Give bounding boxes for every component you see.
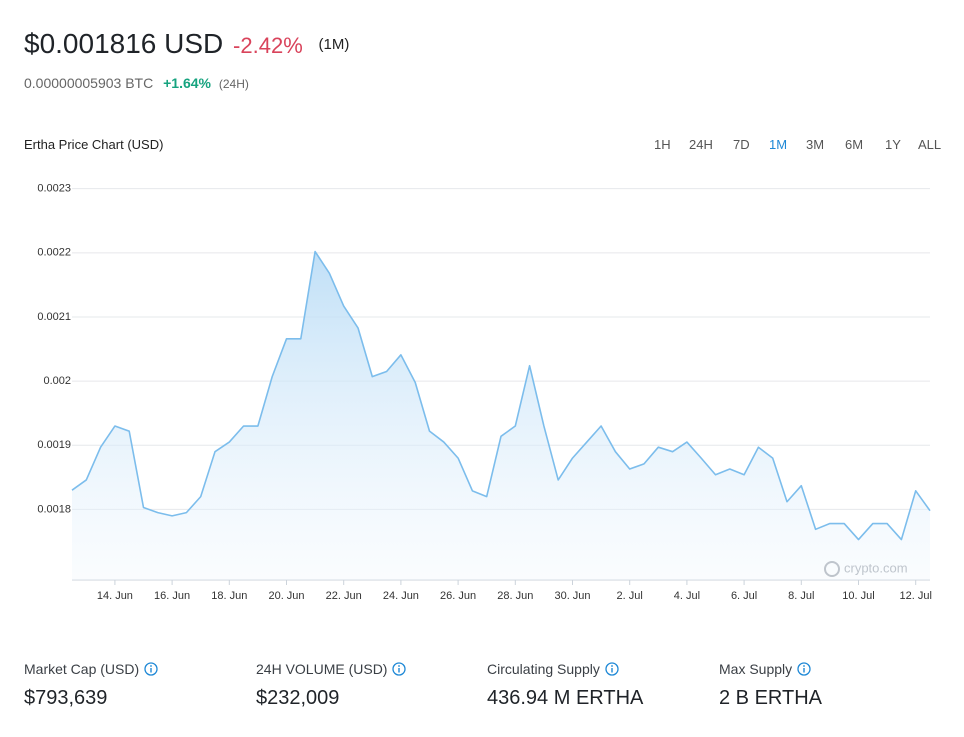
price-row: $0.001816 USD -2.42% (1M): [24, 28, 349, 60]
x-tick-label: 18. Jun: [211, 590, 247, 602]
x-tick-label: 14. Jun: [97, 590, 133, 602]
y-tick-label: 0.002: [43, 375, 71, 387]
range-button[interactable]: 1Y: [885, 137, 901, 152]
x-tick-label: 6. Jul: [731, 590, 757, 602]
range-button[interactable]: 6M: [845, 137, 864, 152]
stat-value: $793,639: [24, 687, 108, 709]
chart-title: Ertha Price Chart (USD): [24, 137, 164, 152]
stat-value: 2 B ERTHA: [719, 687, 822, 709]
y-tick-label: 0.0021: [37, 311, 71, 323]
btc-period: (24H): [218, 77, 249, 91]
stat-label: Circulating Supply: [487, 661, 600, 677]
x-tick-label: 22. Jun: [326, 590, 362, 602]
x-tick-label: 28. Jun: [497, 590, 533, 602]
x-tick-label: 12. Jul: [899, 590, 931, 602]
range-button[interactable]: 1M: [769, 137, 788, 152]
x-tick-label: 20. Jun: [268, 590, 304, 602]
info-icon[interactable]: [144, 662, 158, 676]
stat-value: 436.94 M ERTHA: [487, 687, 644, 709]
range-button[interactable]: 7D: [733, 137, 750, 152]
y-tick-label: 0.0022: [37, 247, 71, 259]
chart: crypto.com 0.00180.00190.0020.00210.0022…: [37, 183, 932, 602]
price: $0.001816 USD: [24, 28, 224, 59]
stat-label: 24H VOLUME (USD): [256, 661, 388, 677]
info-icon[interactable]: [797, 662, 811, 676]
period: (1M): [318, 36, 350, 53]
x-tick-label: 8. Jul: [788, 590, 814, 602]
price-change: -2.42%: [233, 33, 303, 58]
stat-label: Max Supply: [719, 661, 793, 677]
btc-change: +1.64%: [163, 75, 211, 91]
stat-value: $232,009: [256, 687, 340, 709]
range-button[interactable]: 1H: [654, 137, 671, 152]
info-icon[interactable]: [605, 662, 619, 676]
x-tick-label: 24. Jun: [383, 590, 419, 602]
range-button[interactable]: ALL: [918, 137, 942, 152]
x-tick-label: 26. Jun: [440, 590, 476, 602]
stat-label: Market Cap (USD): [24, 661, 140, 677]
y-tick-label: 0.0019: [37, 439, 71, 451]
price-line: [71, 250, 931, 541]
btc-price: 0.00000005903 BTC: [24, 75, 154, 91]
range-button[interactable]: 3M: [806, 137, 825, 152]
x-tick-label: 4. Jul: [674, 590, 700, 602]
y-tick-label: 0.0023: [37, 183, 71, 195]
area: [72, 251, 930, 580]
range-button[interactable]: 24H: [689, 137, 713, 152]
info-icon[interactable]: [392, 662, 407, 676]
y-tick-label: 0.0018: [37, 503, 71, 515]
x-tick-label: 16. Jun: [154, 590, 190, 602]
x-tick-label: 2. Jul: [617, 590, 643, 602]
x-tick-label: 30. Jun: [554, 590, 590, 602]
x-tick-label: 10. Jul: [842, 590, 874, 602]
btc-row: 0.00000005903 BTC +1.64% (24H): [24, 75, 249, 91]
